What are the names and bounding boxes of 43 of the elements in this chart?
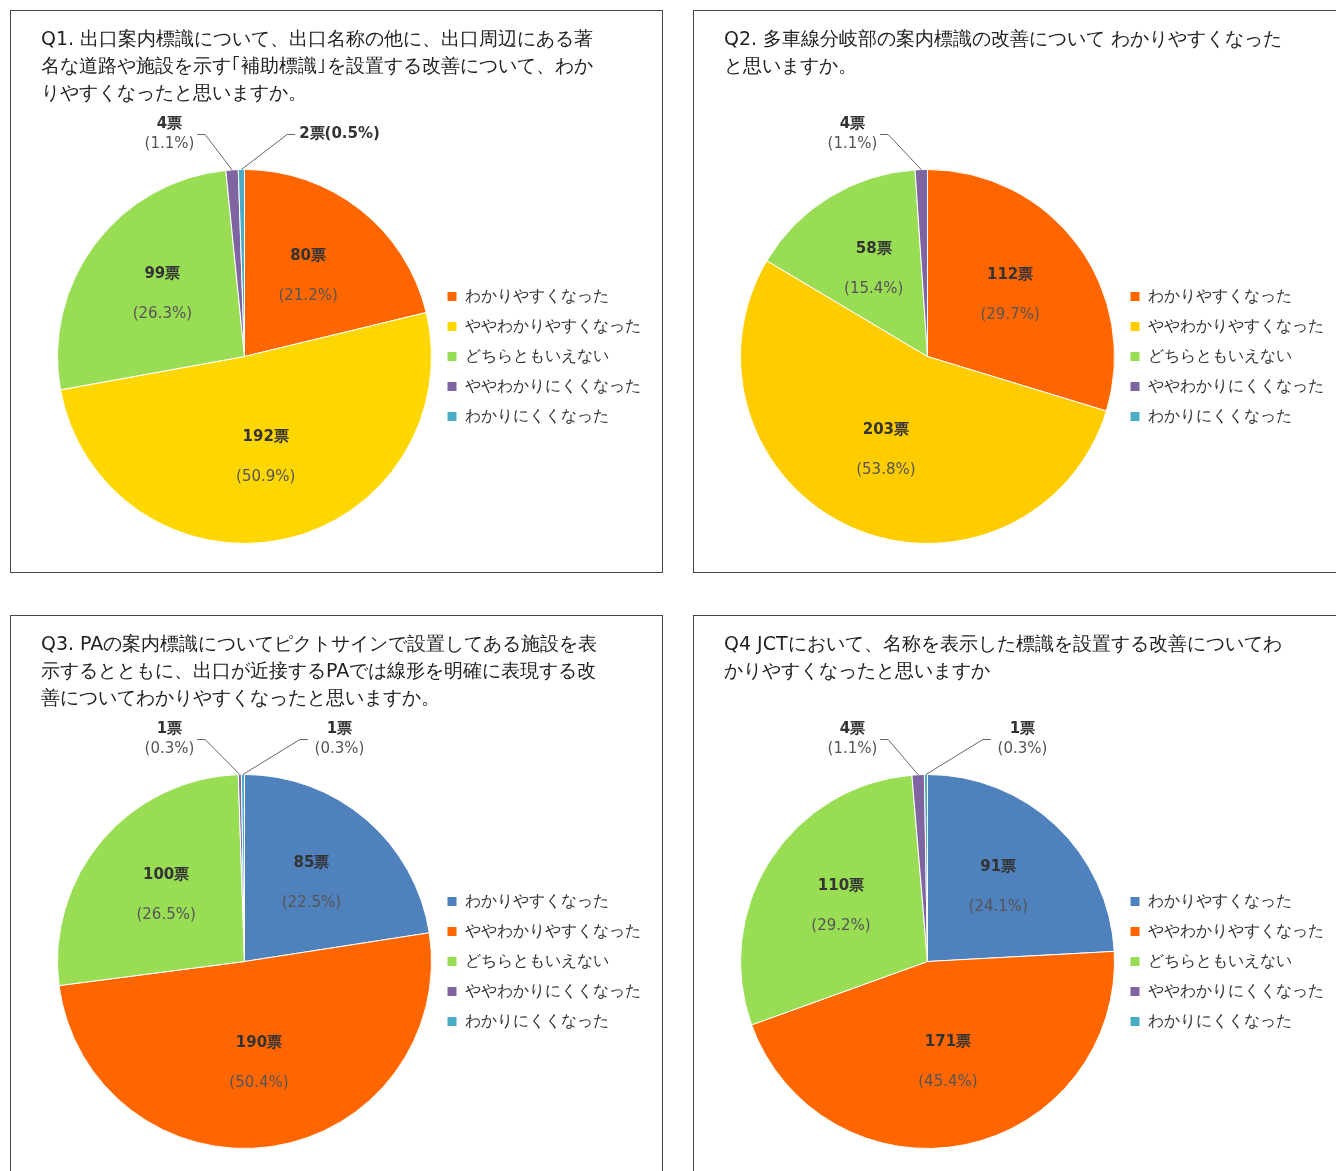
- legend-label: どちらともいえない: [1148, 950, 1292, 970]
- legend-label: わかりやすくなった: [1148, 890, 1292, 910]
- legend-label: わかりにくくなった: [1148, 405, 1292, 425]
- legend-label: どちらともいえない: [465, 345, 609, 365]
- text: 91票 (24.1%): [968, 856, 1028, 915]
- chart-title: Q4 JCTにおいて、名称を表示した標識を設置する改善についてわかりやすくなったと思いますか: [724, 631, 1283, 683]
- text: 58票 (15.4%): [844, 238, 904, 297]
- data-label: 2票(0.5%): [299, 124, 380, 143]
- data-label: 4票 (1.1%): [144, 114, 195, 153]
- text: 110票 (29.2%): [811, 875, 871, 934]
- legend-label: ややわかりにくくなった: [465, 980, 641, 1000]
- text: 85票 (22.5%): [281, 853, 342, 912]
- legend-label: わかりやすくなった: [465, 285, 609, 305]
- legend-label: ややわかりやすくなった: [465, 315, 641, 335]
- legend-label: わかりにくくなった: [465, 405, 609, 425]
- text: 100票 (26.5%): [136, 864, 196, 923]
- data-label: 4票 (1.1%): [827, 719, 878, 758]
- legend-label: ややわかりにくくなった: [1148, 980, 1324, 1000]
- legend-label: わかりにくくなった: [465, 1010, 609, 1030]
- legend-label: ややわかりやすくなった: [1148, 315, 1324, 335]
- legend-label: わかりやすくなった: [1148, 285, 1292, 305]
- legend-label: どちらともいえない: [465, 950, 609, 970]
- data-label: 1票 (0.3%): [144, 719, 195, 758]
- legend-label: わかりやすくなった: [465, 890, 609, 910]
- chart-title: Q2. 多車線分岐部の案内標識の改善について わかりやすくなったと思いますか。: [724, 26, 1284, 78]
- legend-label: ややわかりやすくなった: [465, 920, 641, 940]
- text: 80票 (21.2%): [278, 245, 338, 304]
- text: 203票 (53.8%): [856, 420, 916, 479]
- data-label: 4票 (1.1%): [827, 114, 878, 153]
- chart-title: Q1. 出口案内標識について、出口名称の他に、出口周辺にある著名な道路や施設を示す｢補助標識｣を設置する改善について、わかりやすくなったと思いますか。: [41, 26, 595, 105]
- legend-label: ややわかりにくくなった: [465, 375, 641, 395]
- text: 171票 (45.4%): [918, 1032, 978, 1091]
- text: 190票 (50.4%): [229, 1033, 289, 1092]
- text: 112票 (29.7%): [980, 265, 1040, 324]
- legend-label: わかりにくくなった: [1148, 1010, 1292, 1030]
- data-label: 1票 (0.3%): [314, 719, 365, 758]
- chart-title: Q3. PAの案内標識についてピクトサインで設置してある施設を表示するとともに、出口が近接するPAでは線形を明確に表現する改善についてわかりやすくなったと思いますか。: [41, 631, 599, 710]
- text: 99票 (26.3%): [132, 264, 193, 323]
- data-label: 1票 (0.3%): [997, 719, 1048, 758]
- legend-label: ややわかりやすくなった: [1148, 920, 1324, 940]
- legend-label: ややわかりにくくなった: [1148, 375, 1324, 395]
- text: 192票 (50.9%): [236, 427, 296, 486]
- legend-label: どちらともいえない: [1148, 345, 1292, 365]
